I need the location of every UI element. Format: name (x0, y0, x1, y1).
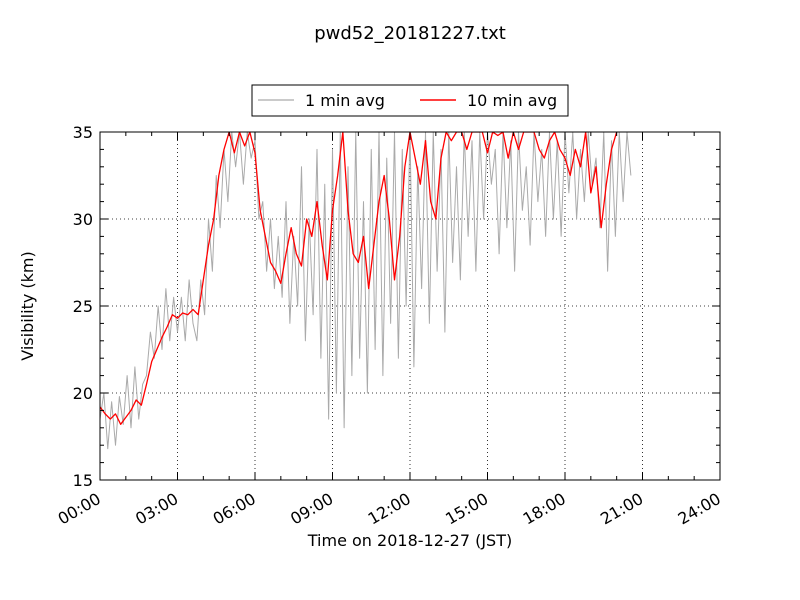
axis-ticks: 00:00 03:00 06:00 09:00 12:00 15:00 18:00 21:00… (55, 123, 724, 529)
x-tick-label: 15:00 (442, 489, 491, 529)
x-tick-label: 12:00 (365, 489, 414, 529)
y-tick-label: 20 (73, 384, 93, 403)
y-tick-label: 15 (73, 471, 93, 490)
x-tick-label: 00:00 (55, 489, 104, 529)
y-tick-label: 25 (73, 297, 93, 316)
legend-label-10-min-avg: 10 min avg (467, 91, 557, 110)
x-tick-label: 24:00 (675, 489, 724, 529)
x-tick-label: 09:00 (287, 489, 336, 529)
x-tick-label: 03:00 (132, 489, 181, 529)
y-tick-label: 30 (73, 210, 93, 229)
y-tick-label: 35 (73, 123, 93, 142)
legend: 1 min avg 10 min avg (251, 84, 569, 117)
series-line-10-min-avg (100, 132, 618, 425)
y-axis-label: Visibility (km) (18, 251, 37, 360)
legend-label-1-min-avg: 1 min avg (305, 91, 385, 110)
x-tick-label: 06:00 (210, 489, 259, 529)
grid-lines (100, 132, 720, 480)
legend-box (251, 84, 569, 117)
chart-title: pwd52_20181227.txt (314, 23, 506, 44)
series-line-1-min-avg (100, 132, 632, 450)
series-layer (100, 132, 632, 450)
x-tick-label: 18:00 (520, 489, 569, 529)
x-axis-label: Time on 2018-12-27 (JST) (307, 531, 512, 550)
x-tick-label: 21:00 (597, 489, 646, 529)
